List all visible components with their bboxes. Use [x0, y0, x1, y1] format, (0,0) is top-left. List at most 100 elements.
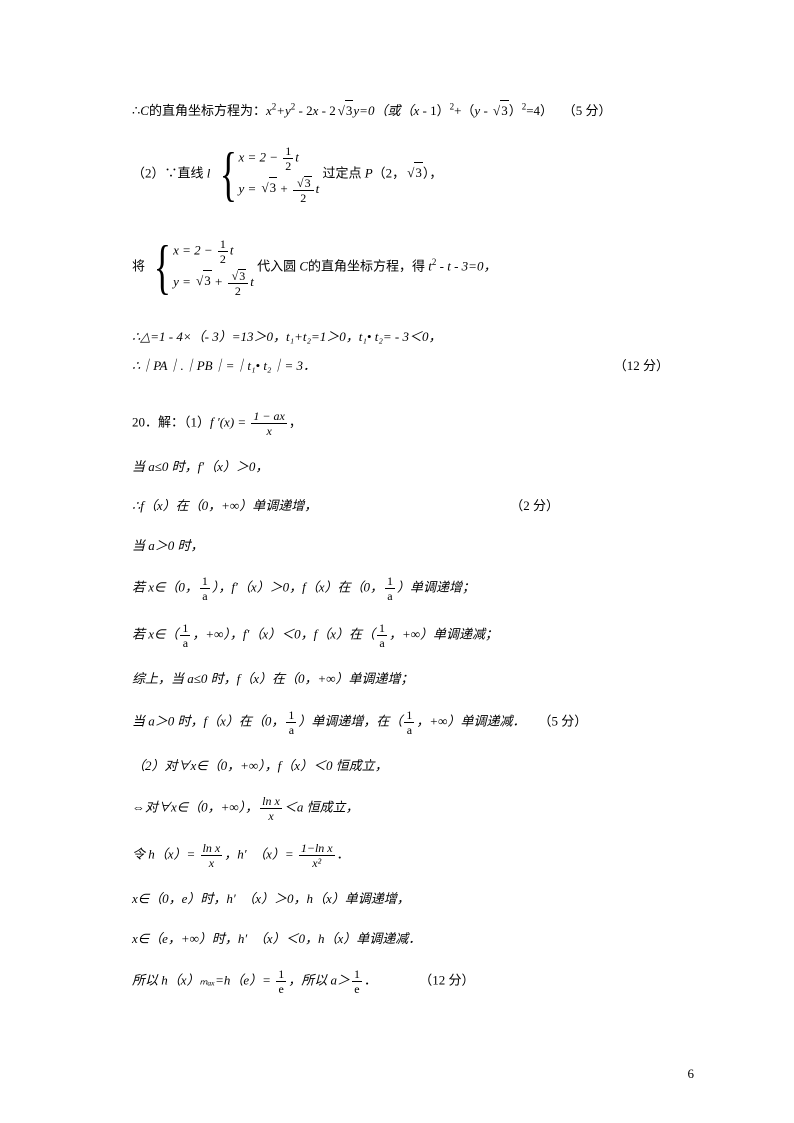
den: x — [251, 424, 286, 437]
sqrt: 3 — [336, 100, 354, 121]
plus: + — [277, 180, 291, 195]
score-marker: （5 分） — [563, 103, 612, 118]
text: x∈（0，e）时，h′ （x）＞0，h（x）单调递增， — [132, 891, 410, 906]
text: 的直角坐标方程，得 — [308, 258, 428, 273]
t: t — [230, 242, 234, 257]
num: ln x — [260, 795, 282, 809]
t: t — [316, 180, 320, 195]
fraction: 1 − axx — [251, 410, 286, 437]
text: ＜a 恒成立， — [284, 799, 359, 814]
q20-line-d: 若 x∈（0，1a），f′（x）＞0，f（x）在（0，1a）单调递增； — [132, 575, 669, 602]
q20-line-h: （2）对∀x∈（0，+∞），f（x）＜0 恒成立， — [132, 756, 669, 776]
text: ． — [337, 846, 350, 861]
y: +y — [276, 103, 291, 118]
text: ，h′ （x）= — [224, 846, 297, 861]
text: 将 — [132, 258, 145, 273]
q20-line-a: 当 a≤0 时，f′（x）＞0， — [132, 457, 669, 477]
text: - 2 — [295, 103, 312, 118]
num: 1 — [283, 145, 293, 159]
fraction: 1a — [377, 622, 387, 649]
num: 1 — [218, 238, 228, 252]
num: 1 — [404, 709, 414, 723]
text: ） — [509, 103, 522, 118]
fraction: 1e — [352, 968, 362, 995]
sqrt: 3 — [491, 100, 509, 121]
sqrt-arg: 3 — [500, 100, 509, 121]
fraction: 32 — [228, 269, 249, 297]
text: ）， — [423, 165, 443, 180]
num: 1 — [286, 709, 296, 723]
q20-line-c: 当 a＞0 时， — [132, 536, 669, 556]
text: （2）对∀x∈（0，+∞），f（x）＜0 恒成立， — [132, 758, 388, 773]
text: （2， — [373, 165, 406, 180]
text: 若 x∈（0， — [132, 579, 198, 594]
text: - 2 — [318, 103, 335, 118]
left-brace-icon: { — [219, 144, 236, 204]
den: a — [404, 723, 414, 736]
text: ∴｜PA｜.｜PB｜=｜t₁• t₂｜= 3． — [132, 358, 316, 373]
text: ，+∞）单调递减； — [389, 626, 498, 641]
den: a — [286, 723, 296, 736]
fraction: 1−ln xx² — [299, 842, 335, 869]
text: x∈（e，+∞）时，h′ （x）＜0，h（x）单调递减． — [132, 931, 421, 946]
text: 20．解：（1） — [132, 414, 210, 429]
brace-row: x = 2 − 12t — [173, 238, 254, 265]
text: 当 a＞0 时，f（x）在（0， — [132, 713, 284, 728]
q20-line-l: x∈（e，+∞）时，h′ （x）＜0，h（x）单调递减． — [132, 929, 669, 949]
den: a — [385, 589, 395, 602]
sol-line-2: （2）∵直线 l { x = 2 − 12t y = 3 + 32t 过定点 P… — [132, 141, 669, 208]
sqrt-arg: 3 — [269, 177, 278, 198]
text: 的直角坐标方程为： — [149, 103, 266, 118]
brace-system: { x = 2 − 12t y = 3 + 32t — [214, 141, 320, 208]
num: 1 — [276, 968, 286, 982]
sqrt-arg: 3 — [414, 162, 423, 183]
P: P — [365, 165, 373, 180]
fraction: 1a — [180, 622, 190, 649]
text: ）单调递增，在（ — [298, 713, 402, 728]
text: ）单调递增； — [397, 579, 475, 594]
q20-line-b: ∴f（x）在（0，+∞）单调递增， （2 分） — [132, 496, 669, 516]
text: 综上，当 a≤0 时，f（x）在（0，+∞）单调递增； — [132, 671, 414, 686]
score-marker: （5 分） — [538, 713, 587, 728]
text: 过定点 — [322, 165, 364, 180]
plus: + — [212, 273, 226, 288]
sol-line-4: ∴△=1 - 4×（- 3）=13＞0，t₁+t₂=1＞0，t₁• t₂= - … — [132, 327, 669, 347]
text: ∴△=1 - 4×（- 3）=13＞0，t₁+t₂=1＞0，t₁• t₂= - … — [132, 329, 441, 344]
sqrt-arg: 3 — [304, 176, 312, 189]
den: 2 — [218, 252, 228, 265]
sqrt-arg: 3 — [238, 269, 246, 282]
num: 3 — [293, 176, 314, 191]
text: ． — [364, 972, 377, 987]
eq: y = — [173, 273, 194, 288]
sqrt-arg: 3 — [345, 100, 354, 121]
num: 1 — [180, 622, 190, 636]
text: - — [480, 103, 491, 118]
text: ），f′（x）＞0，f（x）在（0， — [212, 579, 383, 594]
text: 代入圆 — [257, 258, 299, 273]
text: 若 x∈（ — [132, 626, 178, 641]
text: - 1） — [419, 103, 449, 118]
den: x — [201, 856, 223, 869]
sqrt: 3 — [194, 270, 212, 291]
sqrt: 3 — [405, 162, 423, 183]
num: 1 − ax — [251, 410, 286, 424]
fraction: ln xx — [201, 842, 223, 869]
text: 当 a≤0 时，f′（x）＞0， — [132, 459, 268, 474]
text: ⇔对∀x∈（0，+∞）， — [132, 799, 258, 814]
sqrt-arg: 3 — [203, 270, 212, 291]
den: 2 — [228, 284, 249, 297]
l: l — [207, 165, 211, 180]
brace-system: { x = 2 − 12t y = 3 + 32t — [148, 234, 254, 301]
left-brace-icon: { — [154, 237, 171, 297]
q20-line-i: ⇔对∀x∈（0，+∞），ln xx＜a 恒成立， — [132, 795, 669, 822]
fraction: 1a — [385, 575, 395, 602]
fraction: 12 — [218, 238, 228, 265]
den: x² — [299, 856, 335, 869]
eq: x = 2 − — [173, 242, 216, 257]
sol-line-1: ∴C的直角坐标方程为：x2+y2 - 2x - 23y=0（或（x - 1）2+… — [132, 100, 669, 121]
score-marker: （12 分） — [614, 356, 669, 376]
text: =4） — [526, 103, 553, 118]
den: x — [260, 809, 282, 822]
text: ∴f（x）在（0，+∞）单调递增， — [132, 498, 317, 513]
fprime: f ′(x) = — [210, 414, 249, 429]
